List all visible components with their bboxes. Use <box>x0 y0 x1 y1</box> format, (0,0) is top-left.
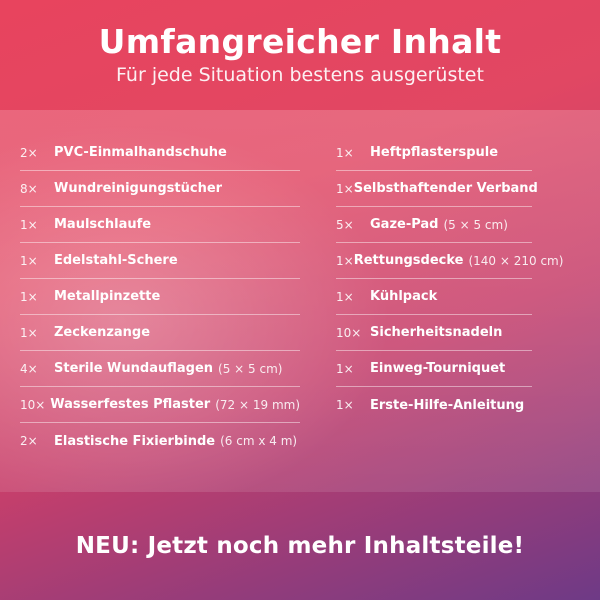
item-quantity: 1× <box>20 289 38 304</box>
item-quantity: 1× <box>336 181 354 196</box>
page-subtitle: Für jede Situation bestens ausgerüstet <box>116 64 484 86</box>
list-item: 1× Edelstahl-Schere <box>20 243 300 279</box>
item-name: Zeckenzange <box>54 325 151 340</box>
item-dimensions: (72 × 19 mm) <box>215 397 300 412</box>
list-item: 10× Wasserfestes Pflaster (72 × 19 mm) <box>20 387 300 423</box>
list-item: 1× Erste-Hilfe-Anleitung <box>336 387 532 423</box>
item-quantity: 4× <box>20 361 38 376</box>
item-dimensions: (5 × 5 cm) <box>443 217 508 232</box>
item-name: Selbsthaftender Verband <box>353 181 538 196</box>
contents-panel <box>0 110 600 492</box>
item-quantity: 1× <box>336 289 354 304</box>
item-dimensions: (140 × 210 cm) <box>468 253 564 268</box>
item-quantity: 1× <box>336 398 354 412</box>
list-item: 1× Selbsthaftender Verband <box>336 171 538 207</box>
list-item: 1× Zeckenzange <box>20 315 300 351</box>
contents-list-left: 2× PVC-Einmalhandschuhe 8× Wundreinigung… <box>20 135 300 459</box>
list-item: 4× Sterile Wundauflagen (5 × 5 cm) <box>20 351 300 387</box>
list-item: 8× Wundreinigungstücher <box>20 171 300 207</box>
list-item: 1× Kühlpack <box>336 279 532 315</box>
footer-headline: NEU: Jetzt noch mehr Inhaltsteile! <box>75 533 525 559</box>
item-name: Erste-Hilfe-Anleitung <box>370 397 525 413</box>
item-quantity: 2× <box>20 434 38 448</box>
page-title: Umfangreicher Inhalt <box>98 22 502 61</box>
item-name: Einweg-Tourniquet <box>370 361 506 376</box>
item-quantity: 1× <box>336 145 354 160</box>
item-name: Edelstahl-Schere <box>54 253 178 268</box>
list-item: 10× Sicherheitsnadeln <box>336 315 532 351</box>
item-name: Rettungsdecke <box>353 253 464 268</box>
item-name: Kühlpack <box>370 289 438 304</box>
item-name: Heftpflasterspule <box>370 145 499 160</box>
item-name: Sterile Wundauflagen <box>54 361 214 376</box>
item-quantity: 2× <box>20 145 38 160</box>
header: Umfangreicher Inhalt Für jede Situation … <box>0 0 600 108</box>
item-quantity: 1× <box>20 217 38 232</box>
item-name: PVC-Einmalhandschuhe <box>54 145 227 160</box>
item-name: Wasserfestes Pflaster <box>50 397 211 412</box>
item-dimensions: (6 cm x 4 m) <box>220 434 298 448</box>
item-quantity: 1× <box>20 253 38 268</box>
list-item: 2× Elastische Fixierbinde (6 cm x 4 m) <box>20 423 300 459</box>
item-name: Maulschlaufe <box>54 217 152 232</box>
item-quantity: 1× <box>336 361 354 376</box>
list-item: 1× Metallpinzette <box>20 279 300 315</box>
list-item: 1× Maulschlaufe <box>20 207 300 243</box>
item-quantity: 10× <box>20 397 46 412</box>
item-name: Metallpinzette <box>54 289 161 304</box>
item-name: Gaze-Pad <box>370 217 439 232</box>
item-quantity: 1× <box>20 325 38 340</box>
list-item: 1× Einweg-Tourniquet <box>336 351 532 387</box>
item-quantity: 10× <box>336 325 362 340</box>
list-item: 1× Heftpflasterspule <box>336 135 532 171</box>
list-item: 1× Rettungsdecke (140 × 210 cm) <box>336 243 563 279</box>
item-quantity: 5× <box>336 217 354 232</box>
footer-banner: NEU: Jetzt noch mehr Inhaltsteile! <box>0 492 600 600</box>
item-name: Wundreinigungstücher <box>54 181 223 196</box>
item-quantity: 1× <box>336 253 354 268</box>
contents-list-right: 1× Heftpflasterspule 1× Selbsthaftender … <box>336 135 563 423</box>
item-name: Sicherheitsnadeln <box>370 325 503 340</box>
list-item: 5× Gaze-Pad (5 × 5 cm) <box>336 207 532 243</box>
list-item: 2× PVC-Einmalhandschuhe <box>20 135 300 171</box>
item-quantity: 8× <box>20 181 38 196</box>
item-name: Elastische Fixierbinde <box>54 433 216 449</box>
item-dimensions: (5 × 5 cm) <box>218 361 283 376</box>
